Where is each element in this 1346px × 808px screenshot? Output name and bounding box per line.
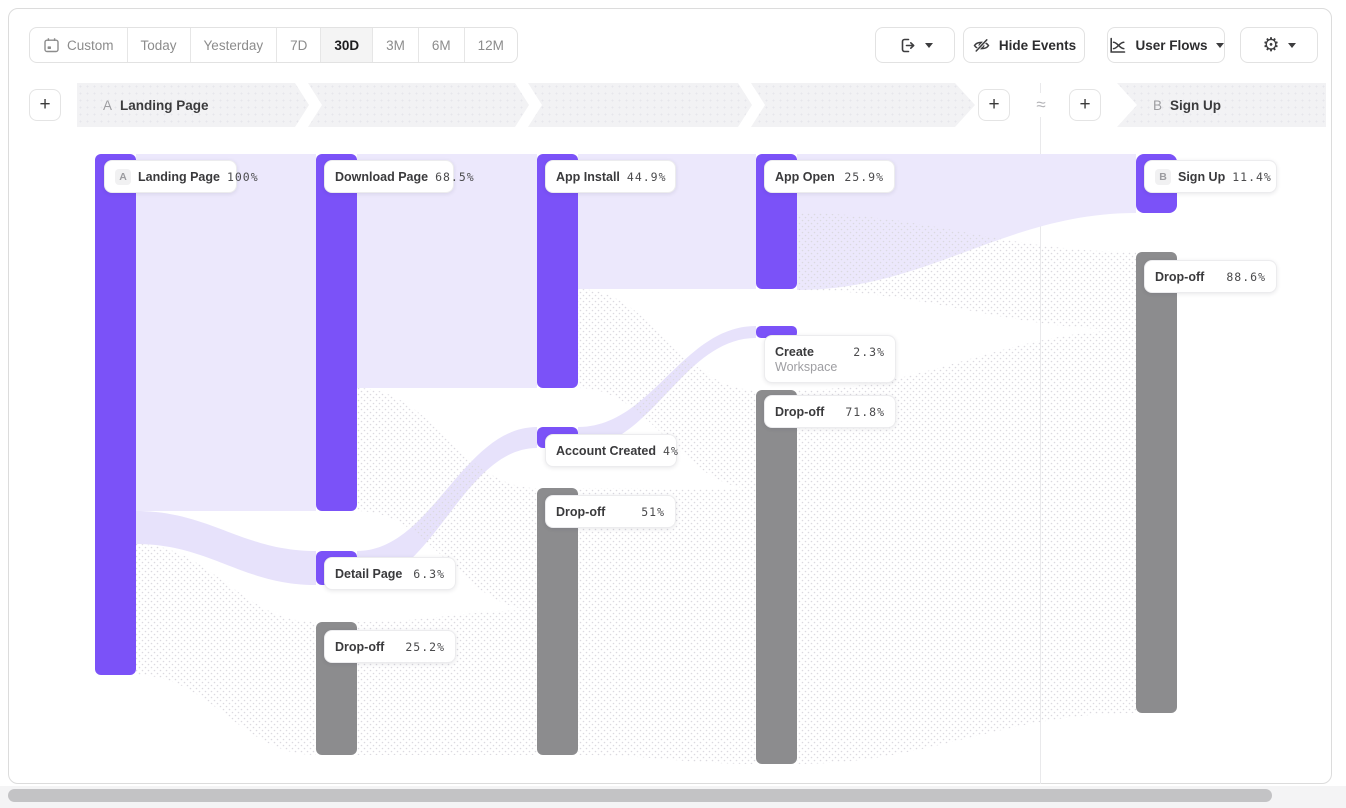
node-card-dropoff-step3[interactable]: Drop-off 51% <box>545 495 676 528</box>
flow-a-header-label: A Landing Page <box>103 98 209 113</box>
flow-dropoff4-to-dropoff-b[interactable] <box>797 330 1136 764</box>
gear-icon: ⚙ <box>1262 33 1280 56</box>
chevron-down-icon <box>1215 42 1224 48</box>
node-name: App Install <box>556 169 620 184</box>
date-range-custom[interactable]: Custom <box>30 28 128 62</box>
date-range-today[interactable]: Today <box>128 28 191 62</box>
flow-download-to-install[interactable] <box>357 154 537 388</box>
date-range-yesterday[interactable]: Yesterday <box>191 28 278 62</box>
flows-chart-icon <box>1110 37 1126 53</box>
flow-download-to-dropoff-3[interactable] <box>357 388 537 610</box>
flow-dropoff3-to-dropoff-4[interactable] <box>578 488 756 764</box>
approx-symbol: ≈ <box>1029 93 1053 117</box>
node-percent: 6.3% <box>413 566 445 581</box>
date-range-6m[interactable]: 6M <box>419 28 465 62</box>
node-bar-dropoff-b[interactable] <box>1136 252 1177 713</box>
export-icon <box>901 38 914 52</box>
flow-open-to-dropoff-b[interactable] <box>797 213 1136 330</box>
export-button[interactable] <box>875 27 955 63</box>
date-range-7d[interactable]: 7D <box>277 28 322 62</box>
node-bar-app-install[interactable] <box>537 154 578 388</box>
step-badge: B <box>1155 168 1171 185</box>
node-name: Drop-off <box>335 639 385 654</box>
node-name: Detail Page <box>335 566 403 581</box>
eye-off-icon <box>973 38 990 52</box>
user-flows-selector[interactable]: User Flows <box>1107 27 1225 63</box>
date-range-3m[interactable]: 3M <box>373 28 419 62</box>
date-range-label: Custom <box>67 37 114 53</box>
user-flows-label: User Flows <box>1135 37 1208 53</box>
node-card-detail-page[interactable]: Detail Page 6.3% <box>324 557 456 590</box>
node-card-create-workspace[interactable]: Create 2.3% Workspace <box>764 335 896 383</box>
flow-b-title: Sign Up <box>1170 97 1222 113</box>
flow-a-title: Landing Page <box>120 97 209 113</box>
node-percent: 100% <box>226 169 259 184</box>
node-percent: 4% <box>663 443 679 458</box>
add-step-button-left[interactable]: + <box>29 89 61 121</box>
node-card-dropoff-step4[interactable]: Drop-off 71.8% <box>764 395 896 428</box>
flow-install-to-dropoff-4[interactable] <box>578 289 756 489</box>
node-percent: 25.2% <box>405 639 445 654</box>
node-name: Sign Up <box>1178 169 1226 184</box>
node-card-download-page[interactable]: Download Page 68.5% <box>324 160 474 193</box>
flow-landing-to-detail[interactable] <box>136 511 316 585</box>
node-name-line2: Workspace <box>775 359 838 374</box>
node-card-dropoff-b[interactable]: Drop-off 88.6% <box>1144 260 1277 293</box>
node-name: Drop-off <box>775 404 825 419</box>
settings-button[interactable]: ⚙ <box>1240 27 1318 63</box>
node-bar-download-page[interactable] <box>316 154 357 511</box>
node-percent: 25.9% <box>844 169 884 184</box>
node-percent: 71.8% <box>845 404 885 419</box>
node-name: Download Page <box>335 169 429 184</box>
node-name: Landing Page <box>138 169 220 184</box>
node-card-app-open[interactable]: App Open 25.9% <box>764 160 895 193</box>
flow-a-header-banner[interactable]: A Landing Page <box>77 83 975 127</box>
banner-chevron-separator <box>515 83 542 127</box>
node-percent: 11.4% <box>1232 169 1272 184</box>
chevron-down-icon <box>924 42 933 48</box>
node-card-landing-page[interactable]: A Landing Page 100% <box>104 160 258 193</box>
node-bar-landing-page[interactable] <box>95 154 136 675</box>
node-name: App Open <box>775 169 835 184</box>
node-card-signup[interactable]: B Sign Up 11.4% <box>1144 160 1277 193</box>
node-percent: 68.5% <box>435 169 475 184</box>
date-range-30d[interactable]: 30D <box>321 28 374 62</box>
flow-a-prefix: A <box>103 97 113 113</box>
horizontal-scrollbar-thumb[interactable] <box>8 789 1272 802</box>
node-bar-dropoff-step3[interactable] <box>537 488 578 755</box>
node-bar-dropoff-step4[interactable] <box>756 390 797 764</box>
add-step-button-b-start[interactable]: + <box>1069 89 1101 121</box>
node-percent: 88.6% <box>1226 269 1266 284</box>
node-percent: 51% <box>641 504 665 519</box>
hide-events-label: Hide Events <box>998 37 1077 53</box>
add-step-button-a-end[interactable]: + <box>978 89 1010 121</box>
node-percent: 44.9% <box>626 169 667 184</box>
flow-b-prefix: B <box>1153 97 1163 113</box>
banner-chevron-separator <box>295 83 322 127</box>
node-name: Account Created <box>556 443 657 458</box>
node-name: Drop-off <box>1155 269 1205 284</box>
flow-b-header-label: B Sign Up <box>1153 98 1221 113</box>
node-card-app-install[interactable]: App Install 44.9% <box>545 160 676 193</box>
chevron-down-icon <box>1287 42 1296 48</box>
node-card-dropoff-step2[interactable]: Drop-off 25.2% <box>324 630 456 663</box>
banner-chevron-separator <box>738 83 765 127</box>
flow-landing-to-download[interactable] <box>136 154 316 511</box>
node-percent: 2.3% <box>853 344 885 359</box>
hide-events-button[interactable]: Hide Events <box>963 27 1085 63</box>
node-card-account-created[interactable]: Account Created 4% <box>545 434 679 467</box>
step-badge: A <box>115 168 131 185</box>
date-range-segmented-control: Custom Today Yesterday 7D 30D 3M 6M 12M <box>29 27 518 63</box>
flow-landing-to-dropoff-2[interactable] <box>136 544 316 755</box>
calendar-icon <box>44 37 59 52</box>
node-name: Create <box>775 344 814 359</box>
flow-b-header-banner[interactable]: B Sign Up <box>1117 83 1326 127</box>
node-name: Drop-off <box>556 504 606 519</box>
date-range-12m[interactable]: 12M <box>477 37 504 53</box>
